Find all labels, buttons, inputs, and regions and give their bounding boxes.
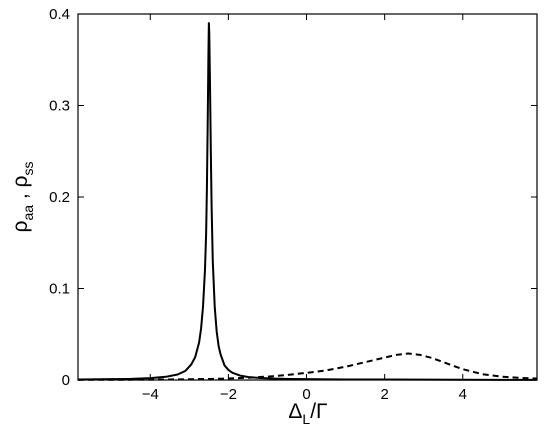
xlabel-part: L — [302, 411, 310, 427]
x-axis-label: ΔL/Γ — [288, 400, 327, 427]
y-tick-label: 0.2 — [49, 189, 70, 206]
y-tick-label: 0.3 — [49, 98, 70, 115]
axes-frame — [77, 13, 538, 381]
x-tick-label: 4 — [459, 386, 467, 403]
tick-labels: −4 −2 0 2 4 0 0.1 0.2 0.3 0.4 — [49, 6, 467, 403]
series-line-dashed — [77, 352, 538, 381]
y-tick-label: 0 — [62, 372, 70, 389]
x-tick-label: −4 — [142, 386, 159, 403]
ylabel-part: ss — [20, 162, 36, 176]
y-tick-label: 0.1 — [49, 281, 70, 298]
x-tick-label: 0 — [302, 386, 310, 403]
x-tick-label: 2 — [380, 386, 388, 403]
y-axis-label: ρaa , ρss — [9, 162, 36, 233]
xlabel-part: Δ — [288, 400, 302, 423]
ylabel-part: aa — [20, 205, 36, 221]
plot-series — [77, 22, 538, 381]
xlabel-part: /Γ — [310, 400, 327, 423]
x-tick-label: −2 — [220, 386, 237, 403]
ticks — [78, 13, 537, 381]
series-line-solid — [77, 22, 537, 381]
y-tick-label: 0.4 — [49, 6, 70, 23]
ylabel-part: ρ — [9, 220, 32, 232]
ylabel-part: , ρ — [9, 175, 32, 205]
